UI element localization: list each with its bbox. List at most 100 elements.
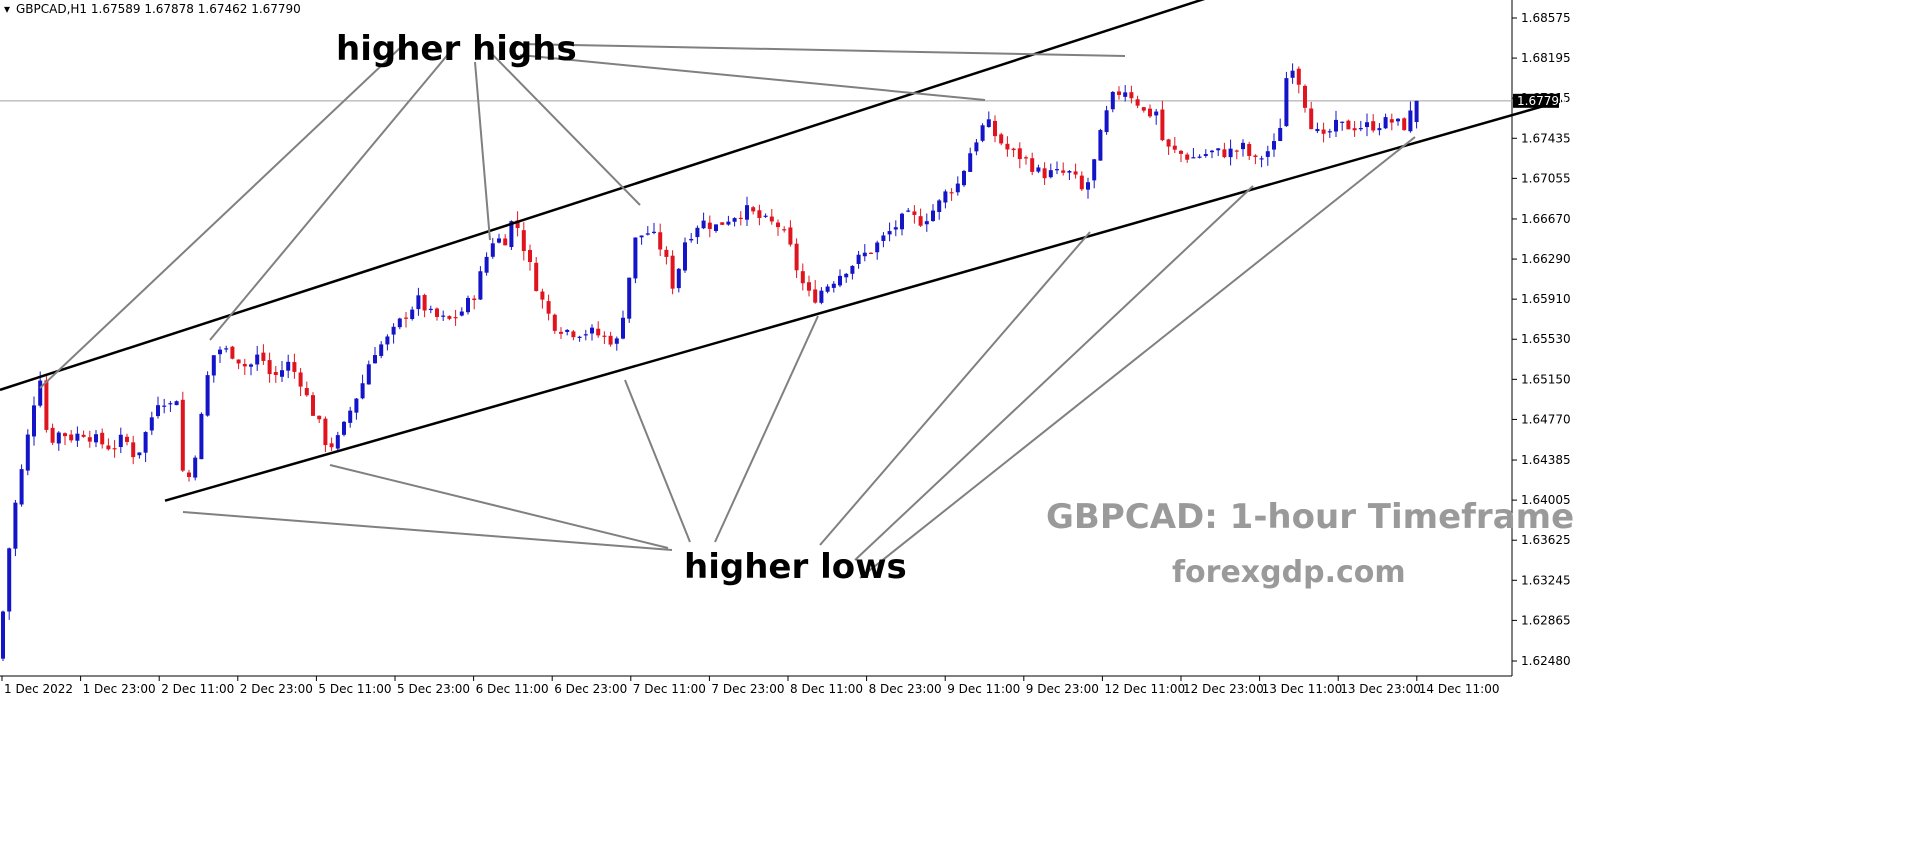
candle-body — [348, 410, 353, 423]
candle-body — [224, 348, 229, 350]
candle-body — [174, 401, 179, 406]
x-tick-label: 2 Dec 23:00 — [240, 682, 313, 696]
candle-body — [1061, 170, 1066, 173]
pointer-line — [209, 51, 451, 341]
candle-body — [720, 222, 725, 225]
candle-body — [1141, 107, 1146, 111]
candle-body — [44, 380, 49, 430]
candle-body — [695, 227, 700, 238]
x-tick-label: 2 Dec 11:00 — [161, 682, 234, 696]
candle-body — [1024, 157, 1028, 159]
candle-body — [924, 221, 929, 225]
candle-body — [794, 243, 799, 271]
candle-body — [1303, 85, 1307, 108]
candle-body — [1172, 145, 1177, 150]
candle-body — [162, 405, 167, 407]
candle-body — [261, 352, 266, 361]
candle-body — [1247, 143, 1252, 156]
chart-dropdown-icon[interactable]: ▾ — [4, 2, 10, 16]
candle-body — [782, 229, 787, 231]
candle-body — [1197, 156, 1202, 158]
candle-body — [1334, 119, 1338, 132]
candle-body — [745, 205, 749, 220]
candle-body — [546, 301, 551, 314]
candle-body — [1340, 121, 1345, 123]
candle-body — [738, 217, 743, 219]
candle-body — [32, 405, 36, 437]
candle-body — [391, 326, 396, 335]
candle-body — [50, 427, 55, 443]
candle-body — [1185, 154, 1190, 160]
x-tick-label: 1 Dec 23:00 — [83, 682, 156, 696]
candle-body — [342, 421, 346, 435]
candle-body — [1110, 91, 1115, 110]
y-tick-label: 1.62865 — [1521, 613, 1571, 627]
candle-body — [323, 418, 328, 446]
candle-body — [1055, 169, 1059, 171]
candle-body — [100, 432, 105, 445]
candle-body — [366, 364, 371, 385]
x-tick-label: 5 Dec 23:00 — [397, 682, 470, 696]
candle-body — [199, 413, 204, 460]
candle-body — [608, 335, 613, 345]
candle-body — [707, 222, 712, 229]
candle-body — [38, 380, 43, 406]
candle-body — [844, 273, 849, 278]
candle-body — [218, 349, 222, 355]
x-tick-label: 9 Dec 11:00 — [947, 682, 1020, 696]
candle-body — [949, 192, 954, 194]
candle-body — [149, 417, 154, 431]
candle-body — [1030, 158, 1035, 172]
candle-body — [1098, 130, 1103, 161]
higher-highs-label: higher highs — [336, 29, 577, 69]
candle-body — [87, 437, 92, 442]
candle-body — [937, 200, 942, 212]
candle-body — [1241, 142, 1245, 150]
y-tick-label: 1.66290 — [1521, 252, 1571, 266]
x-tick-label: 7 Dec 23:00 — [711, 682, 784, 696]
candle-body — [484, 256, 489, 273]
candle-body — [602, 335, 607, 337]
candle-body — [596, 328, 601, 336]
candle-body — [1309, 108, 1314, 130]
candle-body — [490, 243, 495, 257]
candle-body — [1414, 100, 1419, 123]
x-tick-label: 13 Dec 23:00 — [1340, 682, 1421, 696]
candle-body — [1135, 99, 1140, 106]
symbol-header: GBPCAD,H1 1.67589 1.67878 1.67462 1.6779… — [16, 2, 301, 16]
candle-body — [1011, 148, 1016, 151]
candle-body — [1259, 158, 1264, 160]
candle-body — [118, 434, 123, 447]
candle-body — [776, 222, 780, 228]
y-axis: 1.685751.681951.678151.674351.670551.666… — [1512, 11, 1571, 668]
candle-body — [807, 282, 811, 291]
watermark-title: GBPCAD: 1-hour Timeframe — [1046, 497, 1574, 537]
candle-body — [980, 125, 985, 141]
x-tick-label: 5 Dec 11:00 — [318, 682, 391, 696]
candle-body — [540, 291, 545, 300]
candle-body — [19, 469, 24, 505]
candle-body — [590, 327, 594, 334]
candle-body — [1073, 171, 1078, 175]
candle-body — [645, 233, 650, 235]
candle-body — [1042, 168, 1047, 179]
x-tick-label: 9 Dec 23:00 — [1026, 682, 1099, 696]
candle-body — [838, 275, 842, 286]
pointer-line — [474, 61, 491, 241]
trend-channel — [0, 0, 1563, 502]
candle-body — [211, 355, 216, 376]
x-tick-label: 12 Dec 11:00 — [1104, 682, 1185, 696]
y-tick-label: 1.68575 — [1521, 11, 1571, 25]
candle-body — [769, 216, 774, 222]
candle-body — [1048, 170, 1053, 178]
candle-body — [472, 298, 477, 300]
candle-body — [583, 334, 588, 336]
candle-body — [56, 432, 61, 444]
candle-body — [968, 153, 973, 172]
candle-body — [404, 317, 408, 319]
candle-body — [1346, 120, 1351, 130]
candle-body — [906, 210, 911, 212]
candle-body — [683, 242, 687, 271]
